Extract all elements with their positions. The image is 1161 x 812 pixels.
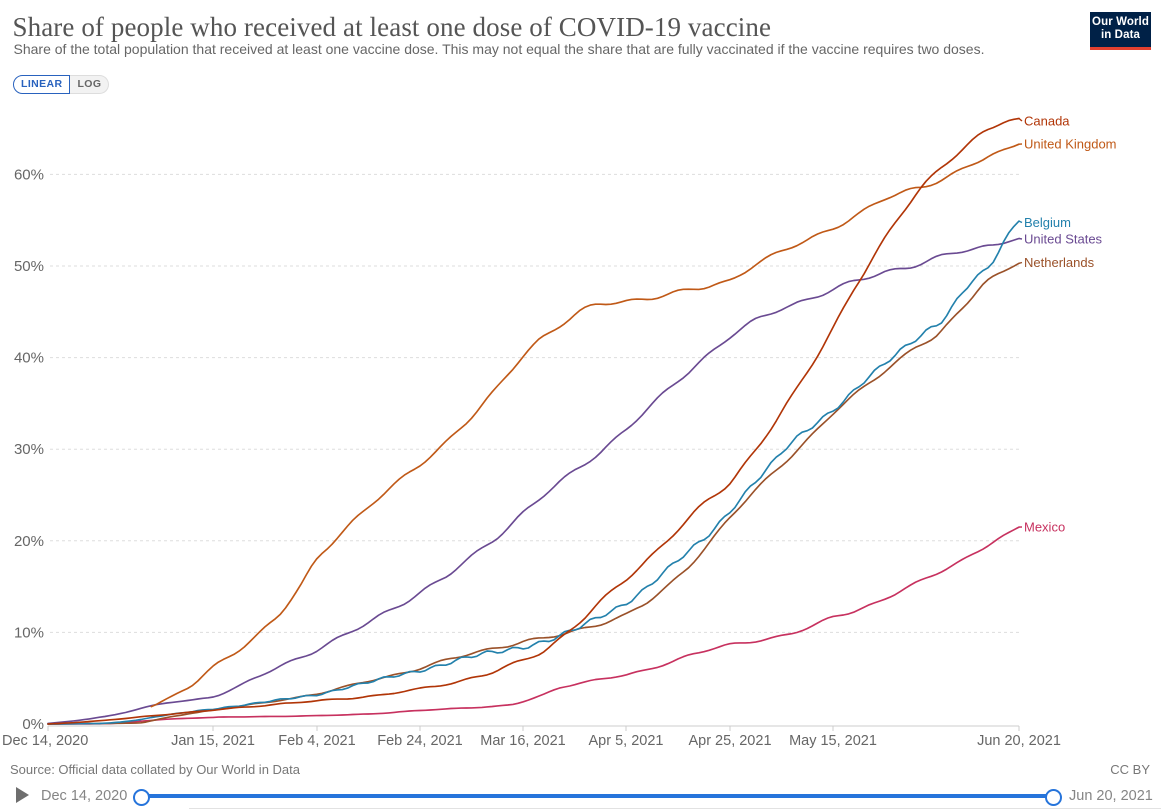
- svg-text:Netherlands: Netherlands: [1024, 255, 1095, 270]
- svg-text:Feb 4, 2021: Feb 4, 2021: [278, 733, 355, 749]
- svg-text:Mar 16, 2021: Mar 16, 2021: [480, 733, 565, 749]
- svg-text:Mexico: Mexico: [1024, 520, 1065, 535]
- svg-text:Canada: Canada: [1024, 114, 1070, 129]
- svg-text:Feb 24, 2021: Feb 24, 2021: [377, 733, 462, 749]
- svg-text:Belgium: Belgium: [1024, 215, 1071, 230]
- svg-text:0%: 0%: [22, 716, 44, 733]
- svg-text:Jan 15, 2021: Jan 15, 2021: [171, 733, 255, 749]
- svg-text:40%: 40%: [14, 350, 44, 367]
- svg-text:Dec 14, 2020: Dec 14, 2020: [2, 733, 88, 749]
- svg-text:10%: 10%: [14, 624, 44, 641]
- svg-text:Jun 20, 2021: Jun 20, 2021: [977, 733, 1061, 749]
- svg-text:20%: 20%: [14, 533, 44, 550]
- svg-text:Apr 5, 2021: Apr 5, 2021: [589, 733, 664, 749]
- svg-text:United States: United States: [1024, 232, 1103, 247]
- svg-text:60%: 60%: [14, 166, 44, 183]
- svg-text:30%: 30%: [14, 441, 44, 458]
- svg-text:United Kingdom: United Kingdom: [1024, 137, 1117, 152]
- svg-text:Apr 25, 2021: Apr 25, 2021: [688, 733, 771, 749]
- svg-text:50%: 50%: [14, 258, 44, 275]
- svg-text:May 15, 2021: May 15, 2021: [789, 733, 877, 749]
